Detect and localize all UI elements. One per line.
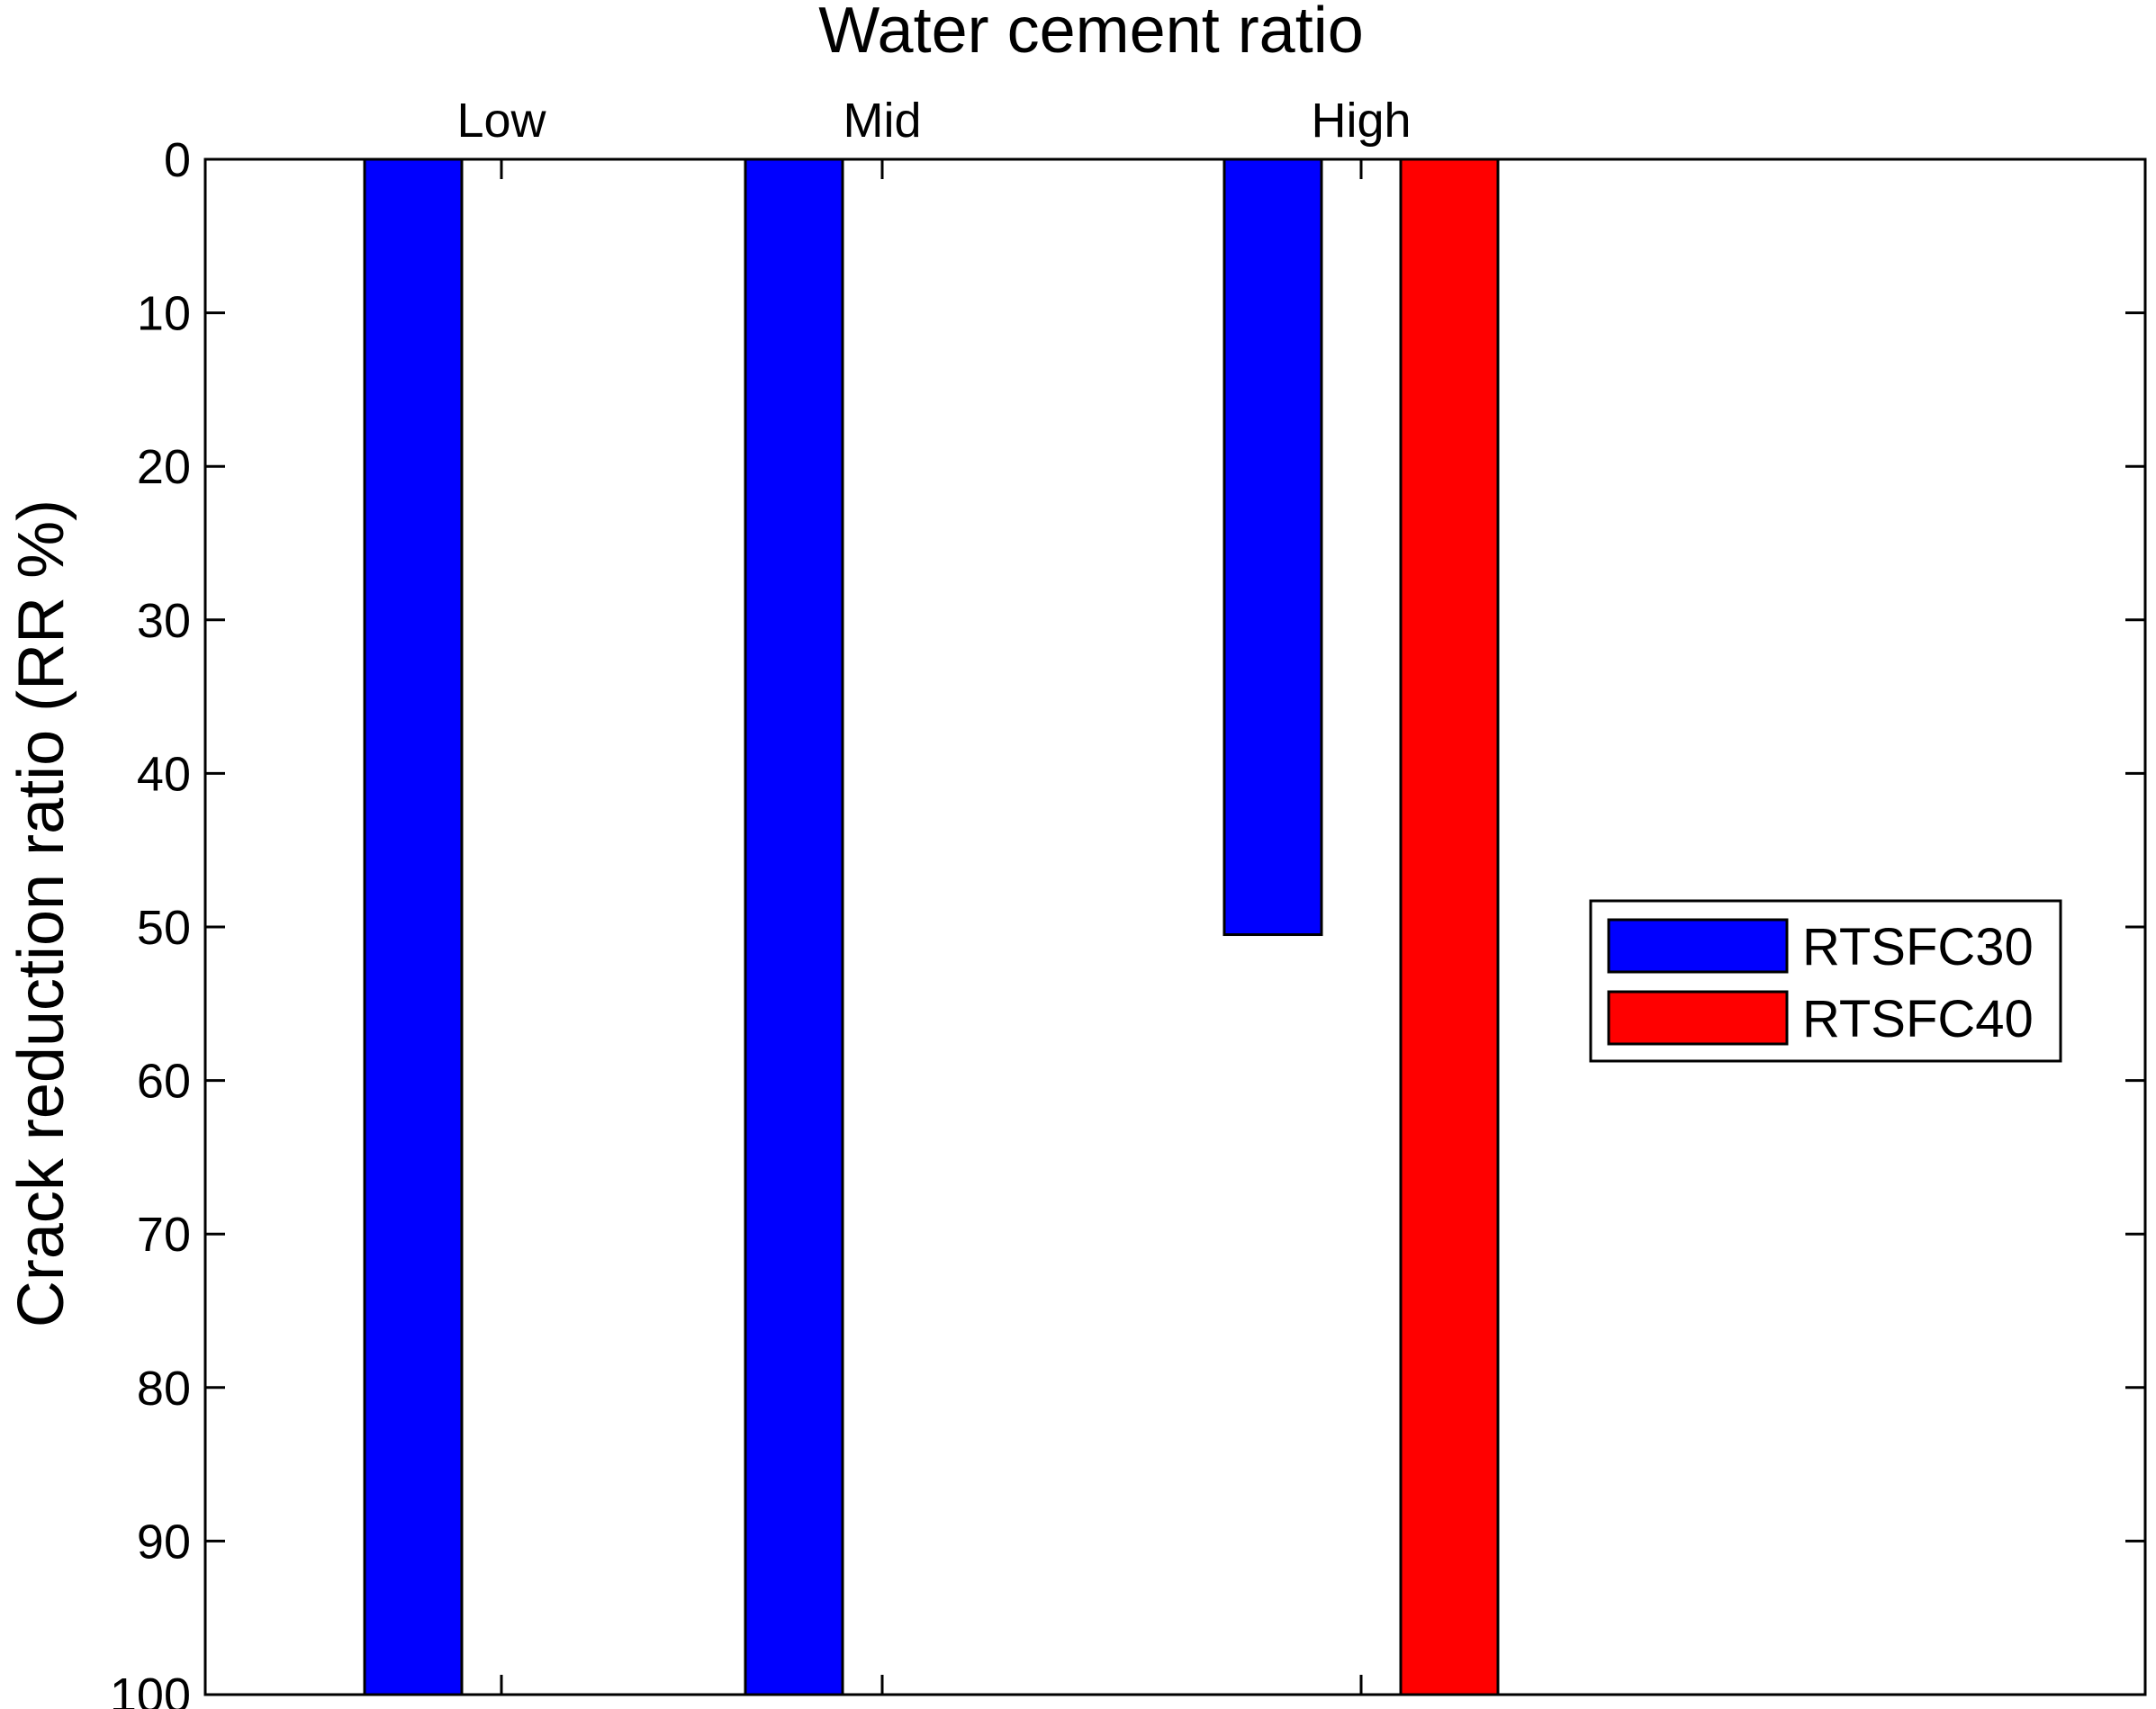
y-tick-label: 30 xyxy=(137,594,191,648)
y-axis-label: Crack reduction ratio (RR %) xyxy=(5,499,77,1327)
legend-swatch-rtsfc30 xyxy=(1607,918,1789,974)
bar-rtsfc30-low xyxy=(363,157,464,1696)
y-tick-label: 20 xyxy=(137,440,191,494)
y-tick-label: 60 xyxy=(137,1055,191,1109)
y-tick-label: 100 xyxy=(110,1669,191,1709)
x-tick-label: Mid xyxy=(843,94,921,148)
y-tick-label: 80 xyxy=(137,1362,191,1416)
legend-items: RTSFC30 RTSFC40 xyxy=(1607,918,2034,1048)
y-tick-label: 90 xyxy=(137,1515,191,1569)
y-tick-label: 70 xyxy=(137,1208,191,1262)
y-tick-label: 40 xyxy=(137,747,191,801)
legend: RTSFC30 RTSFC40 xyxy=(1589,899,2062,1063)
legend-label-rtsfc40: RTSFC40 xyxy=(1802,990,2034,1048)
x-tick-label: High xyxy=(1311,94,1411,148)
ticks-layer: 0 10 20 30 40 50 60 70 80 90 100 Low Mid High xyxy=(110,94,2145,1709)
x-tick-label: Low xyxy=(456,94,546,148)
legend-label-rtsfc30: RTSFC30 xyxy=(1802,918,2034,976)
legend-swatch-rtsfc40 xyxy=(1607,990,1789,1046)
plot-frame xyxy=(203,157,2147,1696)
bar-rtsfc30-high xyxy=(1222,157,1323,937)
y-tick-label: 10 xyxy=(137,287,191,341)
y-tick-label: 50 xyxy=(137,901,191,955)
bar-rtsfc30-mid xyxy=(744,157,844,1696)
y-tick-label: 0 xyxy=(164,133,191,187)
bar-rtsfc40-high xyxy=(1399,157,1500,1696)
chart-title: Water cement ratio xyxy=(818,0,1364,67)
